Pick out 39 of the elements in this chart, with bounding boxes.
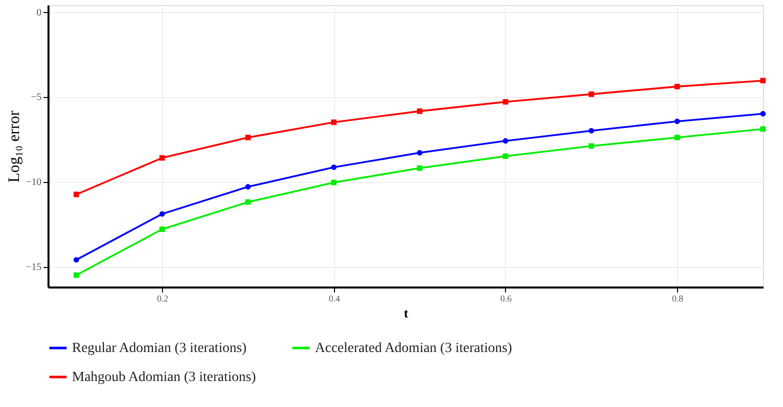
x-tick-label: 0.6 <box>500 294 512 304</box>
y-axis-title: Log₁₀ error <box>6 110 23 183</box>
point <box>331 119 337 125</box>
legend-label: Accelerated Adomian (3 iterations) <box>315 341 512 356</box>
point <box>588 143 594 149</box>
y-tick-label: −10 <box>26 177 42 188</box>
y-tick-label: 0 <box>36 7 42 18</box>
point <box>502 153 508 159</box>
x-tick-label: 0.2 <box>157 294 168 304</box>
point <box>74 192 80 198</box>
point <box>588 91 594 97</box>
point <box>331 180 337 186</box>
point <box>331 164 337 170</box>
point <box>502 138 508 144</box>
point <box>245 184 251 190</box>
y-tick-label: −15 <box>26 262 42 274</box>
legend-label: Regular Adomian (3 iterations) <box>72 341 247 356</box>
x-tick-label: 0.4 <box>328 294 340 304</box>
point <box>674 118 680 124</box>
point <box>416 108 422 114</box>
point <box>159 211 165 217</box>
point <box>245 199 251 205</box>
point <box>416 150 422 156</box>
point <box>502 99 508 105</box>
x-axis-title: t <box>404 306 409 320</box>
point <box>760 126 766 132</box>
point <box>588 128 594 134</box>
x-tick-label: 0.8 <box>672 294 684 304</box>
point <box>760 78 766 84</box>
point <box>674 134 680 140</box>
point <box>416 165 422 171</box>
point <box>674 84 680 90</box>
point <box>760 110 766 116</box>
legend-label: Mahgoub Adomian (3 iterations) <box>72 370 256 385</box>
point <box>159 155 165 161</box>
point <box>74 272 80 278</box>
point <box>159 226 165 232</box>
point <box>74 257 80 263</box>
y-tick-label: −5 <box>30 92 42 104</box>
